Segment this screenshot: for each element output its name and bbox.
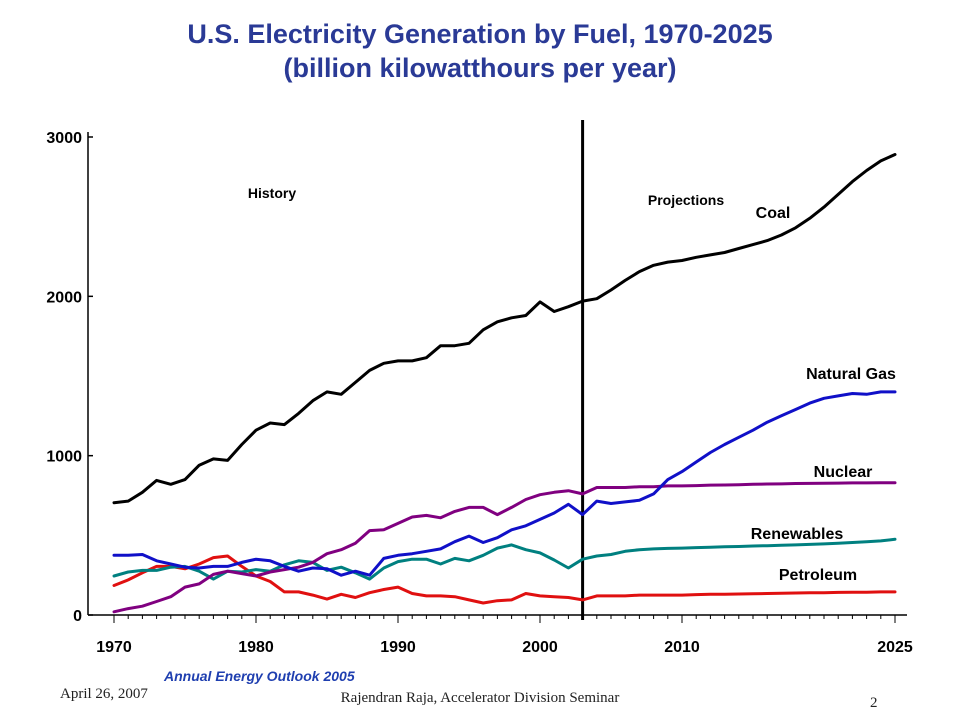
y-tick-label: 2000	[46, 289, 82, 306]
y-tick-label: 0	[73, 608, 82, 625]
chart-title-line-1: U.S. Electricity Generation by Fuel, 197…	[187, 19, 773, 49]
series-label-coal: Coal	[756, 205, 791, 222]
annotation-projections: Projections	[648, 192, 724, 208]
footer-date: April 26, 2007	[60, 686, 148, 702]
series-label-petroleum: Petroleum	[779, 567, 857, 584]
y-tick-label: 3000	[46, 130, 82, 147]
series-label-nuclear: Nuclear	[814, 464, 873, 481]
series-label-renewables: Renewables	[751, 526, 844, 543]
annotation-history: History	[248, 185, 296, 201]
x-tick-label: 2010	[664, 639, 700, 656]
x-tick-label: 1980	[238, 639, 274, 656]
y-tick-label: 1000	[46, 449, 82, 466]
x-tick-label: 1970	[96, 639, 132, 656]
series-label-natural-gas: Natural Gas	[806, 366, 896, 383]
footer-text: Rajendran Raja, Accelerator Division Sem…	[340, 690, 620, 706]
series-line-coal	[112, 153, 897, 505]
series-line-nuclear	[112, 481, 897, 614]
x-tick-label: 1990	[380, 639, 416, 656]
series-line-renewables	[112, 537, 897, 581]
x-tick-label: 2000	[522, 639, 558, 656]
series-line-petroleum	[112, 554, 897, 605]
source-label: Annual Energy Outlook 2005	[164, 668, 355, 684]
page-number: 2	[870, 695, 878, 711]
chart-title-line-2: (billion kilowatthours per year)	[283, 53, 677, 83]
series-line-natural-gas	[112, 390, 897, 577]
x-tick-label: 2025	[877, 639, 913, 656]
